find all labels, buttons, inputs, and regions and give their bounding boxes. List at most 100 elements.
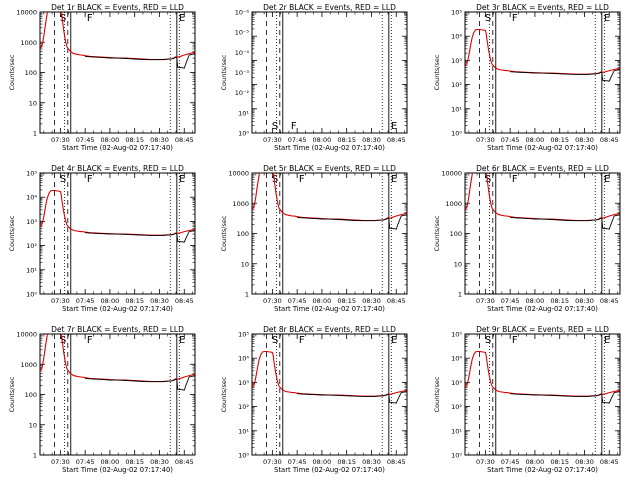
x-tick-label: 08:00 bbox=[101, 297, 120, 305]
y-tick-label: 10⁻⁴ bbox=[235, 49, 250, 57]
y-tick-label: 1 bbox=[245, 291, 249, 299]
marker-s: S bbox=[60, 335, 66, 346]
y-axis-label: Counts/sec bbox=[220, 54, 228, 90]
y-tick-label: 10² bbox=[26, 242, 37, 250]
y-axis-label: Counts/sec bbox=[8, 54, 16, 90]
y-axis-label: Counts/sec bbox=[220, 376, 228, 412]
x-tick-label: 07:45 bbox=[501, 136, 520, 144]
marker-s: S bbox=[485, 174, 491, 185]
series-group bbox=[40, 12, 195, 69]
y-tick-label: 10000 bbox=[16, 331, 37, 339]
y-tick-label: 10⁴ bbox=[451, 33, 462, 41]
series-group bbox=[40, 189, 195, 243]
y-axis-label: Counts/sec bbox=[433, 215, 441, 251]
y-tick-label: 10⁴ bbox=[238, 355, 249, 363]
y-tick-label: 100 bbox=[450, 230, 462, 238]
panel-title: Det 9r BLACK = Events, RED = LLD bbox=[476, 325, 609, 334]
y-tick-label: 10⁵ bbox=[451, 9, 462, 17]
y-tick-label: 10⁻⁵ bbox=[235, 29, 250, 37]
marker-s: S bbox=[485, 13, 491, 24]
marker-s: S bbox=[60, 13, 66, 24]
x-axis-label: Start Time (02-Aug-02 07:17:40) bbox=[487, 466, 598, 474]
marker-e: E bbox=[179, 174, 185, 185]
y-tick-label: 10⁻² bbox=[235, 89, 250, 97]
panel-title: Det 8r BLACK = Events, RED = LLD bbox=[263, 325, 396, 334]
x-tick-label: 08:00 bbox=[313, 458, 332, 466]
x-tick-label: 08:00 bbox=[101, 136, 120, 144]
x-axis-label: Start Time (02-Aug-02 07:17:40) bbox=[62, 305, 173, 313]
x-tick-label: 07:30 bbox=[476, 297, 495, 305]
marker-e: E bbox=[179, 335, 185, 346]
x-tick-label: 08:15 bbox=[550, 297, 569, 305]
panel-det-9: Det 9r BLACK = Events, RED = LLD 10⁰ 10¹ 10… bbox=[433, 325, 621, 474]
x-tick-label: 07:45 bbox=[288, 297, 307, 305]
x-tick-label: 08:00 bbox=[313, 297, 332, 305]
x-axis-label: Start Time (02-Aug-02 07:17:40) bbox=[62, 144, 173, 152]
events-series-line bbox=[85, 230, 195, 243]
x-tick-label: 08:30 bbox=[150, 297, 169, 305]
x-tick-label: 07:45 bbox=[288, 136, 307, 144]
x-tick-label: 08:00 bbox=[526, 458, 545, 466]
panel-det-3: Det 3r BLACK = Events, RED = LLD 10⁰ 10¹ 10… bbox=[433, 3, 621, 152]
y-tick-label: 10 bbox=[241, 260, 249, 268]
marker-e: E bbox=[391, 335, 397, 346]
y-tick-label: 1 bbox=[458, 291, 462, 299]
y-tick-label: 1 bbox=[33, 452, 37, 460]
series-group bbox=[465, 173, 620, 230]
series-group bbox=[465, 350, 620, 404]
y-tick-label: 10000 bbox=[441, 170, 462, 178]
plot-frame bbox=[464, 11, 621, 134]
panel-det-8: Det 8r BLACK = Events, RED = LLD 10⁰ 10¹ 10… bbox=[220, 325, 408, 474]
x-tick-label: 08:30 bbox=[575, 458, 594, 466]
marker-f: F bbox=[87, 13, 93, 24]
marker-f: F bbox=[299, 335, 305, 346]
y-tick-label: 10⁻³ bbox=[235, 69, 250, 77]
x-tick-label: 08:15 bbox=[337, 297, 356, 305]
events-series-line bbox=[510, 214, 620, 230]
y-tick-label: 10000 bbox=[16, 9, 37, 17]
x-axis-label: Start Time (02-Aug-02 07:17:40) bbox=[274, 466, 385, 474]
y-tick-label: 10 bbox=[29, 421, 37, 429]
x-tick-label: 08:15 bbox=[125, 458, 144, 466]
x-tick-label: 08:45 bbox=[600, 136, 619, 144]
y-tick-label: 10⁵ bbox=[238, 331, 249, 339]
events-series-line bbox=[297, 214, 407, 230]
panel-title: Det 5r BLACK = Events, RED = LLD bbox=[263, 164, 396, 173]
x-axis-label: Start Time (02-Aug-02 07:17:40) bbox=[62, 466, 173, 474]
x-tick-label: 08:30 bbox=[575, 297, 594, 305]
y-axis-label: Counts/sec bbox=[433, 376, 441, 412]
marker-f: F bbox=[87, 174, 93, 185]
panel-det-1: Det 1r BLACK = Events, RED = LLD 1 10 100 10… bbox=[8, 3, 196, 152]
x-tick-label: 08:15 bbox=[337, 458, 356, 466]
reference-lines bbox=[54, 334, 180, 455]
marker-e: E bbox=[391, 174, 397, 185]
y-tick-label: 100 bbox=[237, 230, 249, 238]
x-tick-label: 07:30 bbox=[263, 297, 282, 305]
marker-s: S bbox=[485, 335, 491, 346]
y-tick-label: 10⁰ bbox=[238, 452, 249, 460]
panel-title: Det 6r BLACK = Events, RED = LLD bbox=[476, 164, 609, 173]
y-tick-label: 10² bbox=[451, 81, 462, 89]
panel-det-7: Det 7r BLACK = Events, RED = LLD 1 10 100 10… bbox=[8, 325, 196, 474]
plot-frame bbox=[251, 333, 408, 456]
x-tick-label: 07:30 bbox=[51, 136, 70, 144]
events-series-line bbox=[510, 391, 620, 404]
marker-f: F bbox=[512, 174, 518, 185]
panel-det-5: Det 5r BLACK = Events, RED = LLD 1 10 100 10… bbox=[220, 164, 408, 313]
y-tick-label: 100 bbox=[25, 69, 37, 77]
y-axis-label: Counts/sec bbox=[8, 215, 16, 251]
reference-lines bbox=[266, 173, 392, 294]
x-tick-label: 08:30 bbox=[362, 136, 381, 144]
marker-s: S bbox=[272, 121, 278, 132]
y-tick-label: 1000 bbox=[20, 39, 37, 47]
x-tick-label: 07:45 bbox=[76, 136, 95, 144]
x-tick-label: 08:30 bbox=[150, 136, 169, 144]
panel-title: Det 3r BLACK = Events, RED = LLD bbox=[476, 3, 609, 12]
x-tick-label: 07:45 bbox=[501, 297, 520, 305]
x-tick-label: 08:15 bbox=[125, 297, 144, 305]
marker-f: F bbox=[299, 174, 305, 185]
events-series-line bbox=[85, 53, 195, 69]
x-tick-label: 08:00 bbox=[101, 458, 120, 466]
y-tick-label: 1 bbox=[33, 130, 37, 138]
y-tick-label: 10¹ bbox=[26, 266, 37, 274]
